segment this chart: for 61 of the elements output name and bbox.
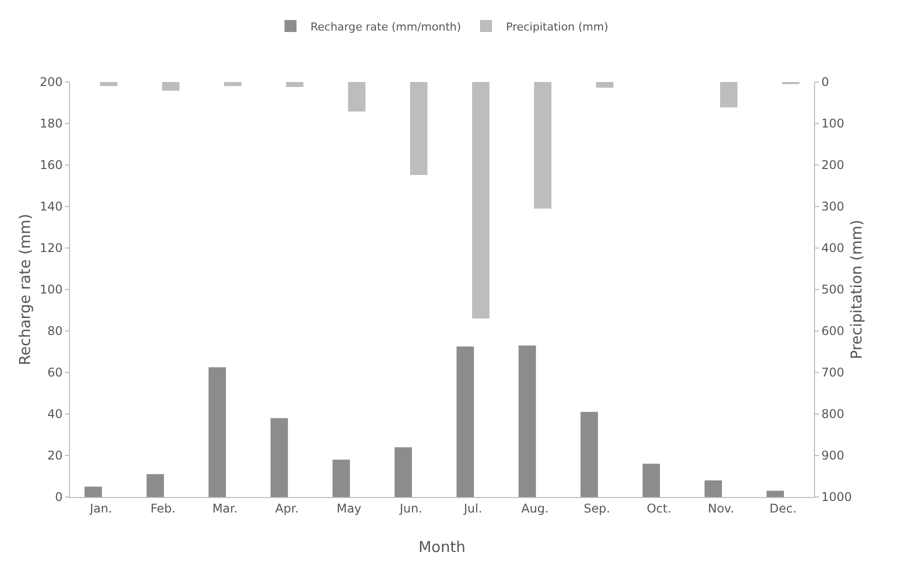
y2-tick-label: 800 [821,407,844,422]
legend-label: Precipitation (mm) [506,20,608,34]
y2-tick-label: 600 [821,324,844,338]
x-tick-label: Mar. [212,501,238,516]
bar [224,82,242,86]
bar [146,474,164,497]
bar [642,464,660,497]
bar [332,460,350,497]
y-tick-label: 100 [40,282,63,297]
bar [84,486,102,497]
y2-tick-label: 200 [821,158,844,172]
x-tick-label: Jul. [462,501,482,516]
y2-tick-label: 300 [821,200,844,214]
y2-tick-label: 500 [821,282,844,297]
bar [348,82,366,112]
x-tick-label: Apr. [275,501,299,516]
bar [720,82,738,108]
bar [410,82,428,175]
y2-tick-label: 400 [821,241,844,256]
y-axis-title: Recharge rate (mm) [16,214,34,366]
bar [100,82,118,86]
y-tick-label: 80 [47,324,63,338]
bar [472,82,490,319]
y2-tick-label: 1000 [821,490,852,504]
y2-axis-title: Precipitation (mm) [848,220,866,360]
y2-tick-label: 900 [821,448,844,463]
bar [162,82,180,91]
bar [270,418,288,497]
bar [518,346,536,497]
y-tick-label: 40 [47,407,63,422]
x-tick-label: Feb. [150,501,176,516]
bar [534,82,552,209]
x-tick-label: Sep. [584,501,610,516]
x-axis-title: Month [418,538,466,556]
y-tick-label: 200 [40,75,63,90]
y2-tick-label: 700 [821,366,844,380]
x-tick-label: May [336,501,362,516]
y-tick-label: 160 [40,158,63,172]
bar [704,480,722,497]
x-tick-label: Aug. [521,501,549,516]
y-tick-label: 140 [40,200,63,214]
x-tick-label: Nov. [708,501,734,516]
y-tick-label: 60 [47,366,63,380]
bar [394,447,412,497]
y-tick-label: 20 [47,448,63,463]
y2-tick-label: 0 [821,75,830,90]
x-tick-label: Jun. [398,501,422,516]
y2-tick-label: 100 [821,116,844,131]
bar [766,490,784,497]
x-tick-label: Oct. [646,501,672,516]
bar [580,412,598,497]
x-tick-label: Dec. [769,501,797,516]
bar [456,346,474,497]
x-tick-label: Jan. [88,501,112,516]
bar [286,82,304,87]
y-tick-label: 0 [54,490,63,504]
legend-label: Recharge rate (mm/month) [310,20,462,34]
y-tick-label: 180 [40,116,63,131]
bar [208,367,226,497]
y-tick-label: 120 [40,241,63,256]
bar [596,82,614,88]
